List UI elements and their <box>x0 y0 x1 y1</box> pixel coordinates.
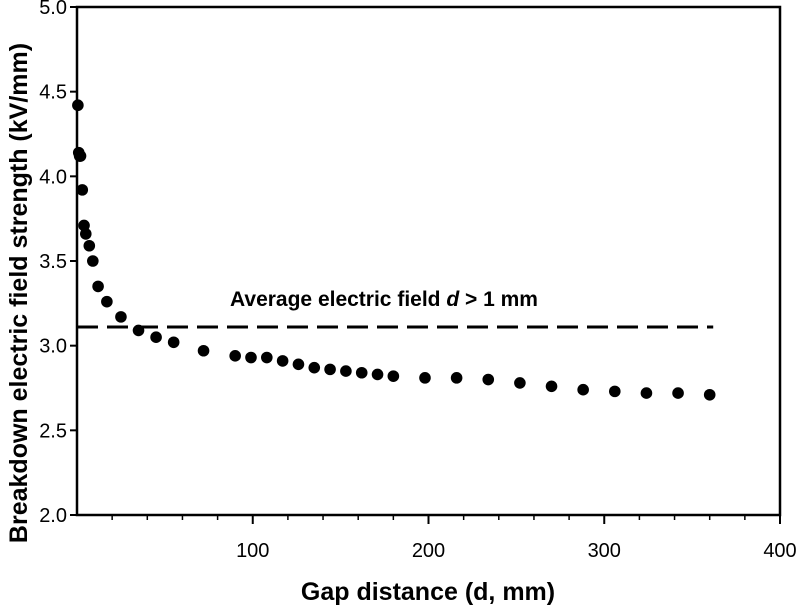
data-point <box>355 366 368 379</box>
data-point <box>482 373 495 386</box>
data-point <box>92 280 104 293</box>
plot-frame <box>75 5 782 517</box>
axis-ticks <box>70 6 781 524</box>
data-point <box>167 336 180 349</box>
data-points <box>72 99 716 401</box>
tick-labels: 100 200 300 400 2.0 2.5 3.0 3.5 4.0 4.5 5.0 <box>39 0 797 562</box>
data-point <box>101 295 113 308</box>
data-point <box>514 377 526 389</box>
data-point <box>419 372 431 384</box>
x-tick-label: 300 <box>588 540 621 562</box>
y-tick-label: 4.5 <box>39 82 67 104</box>
data-point <box>76 184 89 196</box>
data-point <box>387 370 400 382</box>
data-point <box>324 363 336 376</box>
y-tick-label: 2.5 <box>39 420 67 442</box>
x-axis-title: Gap distance (d, mm) <box>301 578 555 606</box>
data-point <box>87 255 99 267</box>
average-field-annotation: Average electric field d > 1 mm <box>230 288 538 311</box>
y-tick-label: 3.0 <box>39 336 67 358</box>
data-point <box>150 331 162 344</box>
data-point <box>672 387 684 399</box>
x-tick-label: 200 <box>412 540 445 562</box>
y-tick-label: 2.0 <box>39 505 67 527</box>
x-tick-label: 400 <box>763 540 796 562</box>
y-axis-title: Breakdown electric field strength (kV/mm… <box>5 43 33 543</box>
data-point <box>371 368 384 381</box>
data-point <box>197 344 210 357</box>
data-point <box>276 355 289 367</box>
data-point <box>703 388 716 401</box>
data-point <box>545 380 558 393</box>
annotation-text-start: Average electric field <box>230 288 446 311</box>
data-point <box>115 311 127 323</box>
data-point <box>340 365 352 377</box>
data-point <box>79 228 92 240</box>
data-point <box>450 372 463 384</box>
data-point <box>72 99 84 112</box>
annotation-variable-d: d <box>446 288 460 311</box>
data-point <box>74 150 87 162</box>
data-point <box>608 385 621 398</box>
data-point <box>640 387 653 399</box>
data-point <box>577 383 589 396</box>
x-tick-label: 100 <box>236 540 269 562</box>
data-point <box>229 350 241 362</box>
y-tick-label: 5.0 <box>39 0 67 19</box>
y-tick-label: 4.0 <box>39 166 67 188</box>
data-point <box>308 361 321 374</box>
data-point <box>245 351 257 364</box>
data-point <box>292 358 305 371</box>
annotation-text-end: > 1 mm <box>459 288 538 311</box>
data-point <box>83 239 96 252</box>
data-point <box>261 351 273 364</box>
data-point <box>132 324 145 337</box>
y-tick-label: 3.5 <box>39 251 67 273</box>
